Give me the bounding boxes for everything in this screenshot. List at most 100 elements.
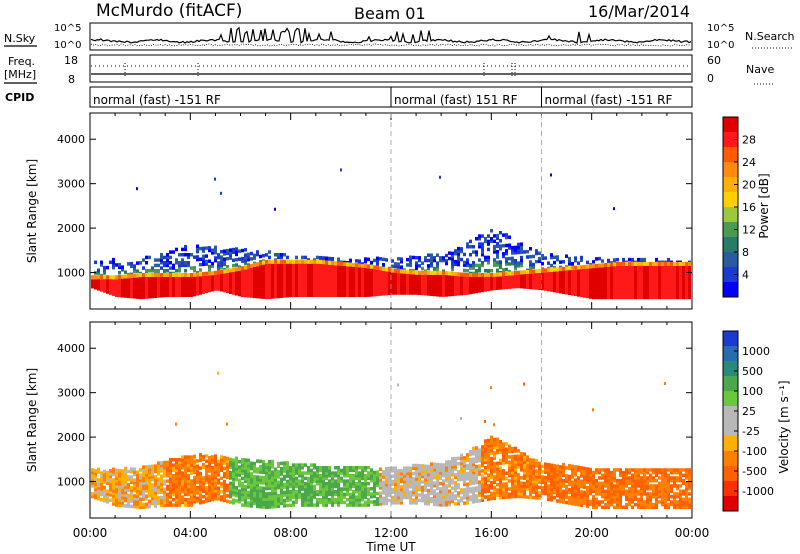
velocity-echo bbox=[682, 478, 685, 483]
velocity-echo bbox=[565, 484, 568, 489]
velocity-echo bbox=[457, 485, 460, 490]
power-echo-weak bbox=[169, 255, 172, 260]
power-echo-weak bbox=[199, 257, 202, 262]
power-echo-weak bbox=[433, 258, 436, 263]
velocity-echo bbox=[379, 499, 382, 504]
velocity-echo bbox=[271, 478, 274, 482]
velocity-echo bbox=[571, 469, 574, 474]
velocity-echo bbox=[562, 497, 565, 502]
velocity-echo bbox=[586, 493, 589, 498]
velocity-echo bbox=[313, 471, 316, 475]
power-echo-fringe bbox=[397, 269, 400, 274]
velocity-echo bbox=[232, 487, 235, 492]
velocity-echo bbox=[361, 487, 364, 491]
velocity-echo bbox=[394, 477, 397, 481]
velocity-echo bbox=[292, 500, 295, 505]
power-echo-weak bbox=[337, 257, 340, 262]
velocity-echo bbox=[403, 482, 406, 486]
velocity-echo bbox=[661, 494, 664, 499]
velocity-echo bbox=[244, 492, 247, 497]
velocity-echo bbox=[604, 484, 607, 488]
velocity-echo bbox=[373, 494, 376, 499]
power-echo-strong bbox=[394, 272, 397, 295]
velocity-echo bbox=[532, 474, 535, 478]
velocity-echo bbox=[568, 477, 571, 481]
power-echo-weak bbox=[595, 257, 598, 261]
velocity-echo bbox=[673, 484, 676, 488]
power-echo-weak bbox=[160, 258, 163, 262]
velocity-echo bbox=[562, 473, 565, 478]
velocity-echo bbox=[655, 500, 658, 504]
velocity-echo bbox=[577, 489, 580, 494]
velocity-echo bbox=[499, 442, 502, 447]
velocity-echo bbox=[220, 457, 223, 462]
velocity-echo bbox=[547, 494, 550, 499]
velocity-echo bbox=[394, 469, 397, 473]
velocity-echo bbox=[250, 496, 253, 500]
velocity-echo-sparse bbox=[397, 383, 399, 387]
velocity-echo bbox=[580, 492, 583, 497]
velocity-echo bbox=[493, 437, 496, 442]
velocity-echo bbox=[379, 480, 382, 485]
velocity-echo bbox=[550, 466, 553, 470]
power-echo-strong bbox=[496, 276, 499, 290]
velocity-echo bbox=[142, 484, 145, 488]
power-echo-weak bbox=[148, 269, 151, 273]
velocity-echo bbox=[448, 478, 451, 483]
velocity-echo bbox=[439, 497, 442, 502]
velocity-echo bbox=[256, 486, 259, 490]
power-echo-weak bbox=[103, 265, 106, 270]
velocity-echo bbox=[508, 447, 511, 451]
power-echo-strong bbox=[157, 277, 160, 298]
velocity-echo bbox=[109, 479, 112, 484]
velocity-echo bbox=[649, 497, 652, 502]
power-echo-strong bbox=[220, 273, 223, 292]
power-echo-weak bbox=[169, 261, 172, 265]
velocity-echo bbox=[448, 492, 451, 496]
power-echo-strong bbox=[169, 277, 172, 297]
velocity-echo bbox=[187, 458, 190, 462]
power-echo-weak bbox=[145, 261, 148, 265]
power-echo-weak bbox=[379, 257, 382, 261]
velocity-echo bbox=[679, 484, 682, 488]
velocity-echo bbox=[559, 473, 562, 477]
power-echo-fringe bbox=[283, 259, 286, 264]
velocity-echo bbox=[616, 497, 619, 502]
power-echo-weak bbox=[376, 256, 379, 261]
freq-left-tick-top: 18 bbox=[64, 54, 78, 67]
velocity-echo bbox=[91, 492, 94, 496]
velocity-echo bbox=[109, 469, 112, 473]
velocity-echo bbox=[469, 479, 472, 483]
power-echo-weak bbox=[223, 257, 226, 261]
power-echo-weak bbox=[472, 245, 475, 249]
power-echo-weak bbox=[166, 263, 169, 268]
power-echo-weak bbox=[175, 261, 178, 265]
power-echo-fringe bbox=[661, 261, 664, 266]
power-echo-strong bbox=[559, 271, 562, 294]
velocity-echo bbox=[346, 492, 349, 497]
velocity-echo bbox=[484, 476, 487, 481]
velocity-echo bbox=[370, 492, 373, 496]
power-echo-weak bbox=[601, 259, 604, 263]
velocity-echo bbox=[175, 492, 178, 497]
power-echo-weak bbox=[211, 264, 214, 269]
velocity-echo bbox=[583, 501, 586, 505]
power-echo-weak bbox=[202, 254, 205, 259]
velocity-echo bbox=[199, 479, 202, 484]
velocity-echo bbox=[523, 463, 526, 467]
velocity-echo bbox=[211, 473, 214, 478]
velocity-echo bbox=[538, 477, 541, 482]
power-echo-weak bbox=[199, 262, 202, 267]
power-echo-fringe bbox=[346, 262, 349, 267]
velocity-echo bbox=[157, 466, 160, 471]
power-echo-strong bbox=[154, 277, 157, 298]
power-data bbox=[91, 168, 691, 300]
power-echo-weak bbox=[454, 249, 457, 253]
velocity-echo-sparse bbox=[523, 382, 525, 386]
velocity-echo bbox=[610, 481, 613, 486]
velocity-echo bbox=[151, 477, 154, 482]
velocity-echo bbox=[166, 500, 169, 505]
velocity-echo bbox=[502, 482, 505, 486]
velocity-echo bbox=[241, 484, 244, 489]
velocity-echo bbox=[118, 495, 121, 500]
